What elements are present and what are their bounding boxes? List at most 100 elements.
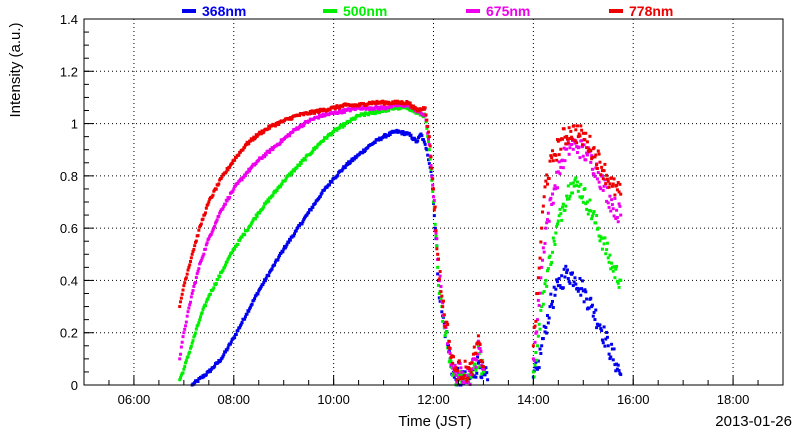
- data-marker: [434, 231, 438, 235]
- data-marker: [280, 182, 284, 186]
- data-marker: [225, 199, 229, 203]
- data-marker: [596, 171, 600, 175]
- data-marker: [585, 207, 589, 211]
- data-marker: [179, 296, 183, 300]
- data-marker: [607, 185, 611, 189]
- data-point: [448, 352, 452, 356]
- data-point: [531, 344, 535, 348]
- data-marker: [234, 333, 238, 337]
- data-marker: [474, 375, 478, 379]
- data-marker: [555, 158, 559, 162]
- data-marker: [590, 217, 594, 221]
- data-marker: [281, 179, 285, 183]
- data-marker: [470, 367, 474, 371]
- data-marker: [557, 160, 561, 164]
- data-marker: [595, 163, 599, 167]
- data-marker: [553, 184, 557, 188]
- ticks: 0 0.2 0.4 0.6 0.8 1 1.2 1.4 06:00 08:00 10:00 12:00…: [60, 12, 784, 407]
- data-point: [477, 359, 481, 363]
- data-marker: [450, 365, 454, 369]
- data-marker: [439, 284, 443, 288]
- data-marker: [551, 159, 555, 163]
- data-marker: [573, 178, 577, 182]
- data-point: [544, 278, 548, 282]
- data-marker: [247, 309, 251, 313]
- data-marker: [601, 236, 605, 240]
- data-marker: [615, 367, 619, 371]
- data-marker: [379, 138, 383, 142]
- data-marker: [320, 191, 324, 195]
- data-marker: [253, 136, 257, 140]
- data-marker: [183, 327, 187, 331]
- data-marker: [288, 173, 292, 177]
- data-marker: [406, 102, 410, 106]
- data-marker: [546, 321, 550, 325]
- data-marker: [446, 322, 450, 326]
- data-marker: [595, 214, 599, 218]
- data-marker: [474, 368, 478, 372]
- data-marker: [427, 158, 431, 162]
- data-marker: [280, 140, 284, 144]
- data-marker: [551, 306, 555, 310]
- data-marker: [550, 192, 554, 196]
- data-marker: [189, 300, 193, 304]
- data-marker: [600, 329, 604, 333]
- data-marker: [192, 382, 196, 386]
- data-marker: [194, 331, 198, 335]
- data-marker: [433, 222, 437, 226]
- data-marker: [350, 157, 354, 161]
- data-marker: [192, 335, 196, 339]
- data-marker: [284, 176, 288, 180]
- data-marker: [250, 164, 254, 168]
- data-marker: [562, 146, 566, 150]
- data-marker: [196, 323, 200, 327]
- data-marker: [606, 179, 610, 183]
- data-marker: [576, 289, 580, 293]
- data-marker: [605, 335, 609, 339]
- data-marker: [616, 220, 620, 224]
- data-marker: [466, 376, 470, 380]
- data-marker: [605, 186, 609, 190]
- data-marker: [550, 149, 554, 153]
- data-marker: [449, 356, 453, 360]
- data-marker: [566, 184, 570, 188]
- data-marker: [317, 109, 321, 113]
- data-marker: [253, 217, 257, 221]
- data-marker: [541, 246, 545, 250]
- data-marker: [214, 187, 218, 191]
- data-marker: [255, 214, 259, 218]
- data-marker: [427, 140, 431, 144]
- data-marker: [457, 359, 461, 363]
- data-point: [536, 367, 540, 371]
- data-marker: [278, 141, 282, 145]
- data-point: [232, 187, 236, 191]
- data-marker: [534, 319, 538, 323]
- data-marker: [584, 131, 588, 135]
- data-marker: [562, 127, 566, 131]
- data-marker: [240, 178, 244, 182]
- data-marker: [288, 134, 292, 138]
- data-marker: [615, 264, 619, 268]
- data-marker: [220, 175, 224, 179]
- data-marker: [595, 177, 599, 181]
- data-marker: [390, 102, 394, 106]
- data-marker: [288, 116, 292, 120]
- data-marker: [572, 184, 576, 188]
- data-marker: [409, 133, 413, 137]
- data-marker: [201, 307, 205, 311]
- data-marker: [356, 104, 360, 108]
- data-marker: [298, 114, 302, 118]
- data-marker: [549, 263, 553, 267]
- data-marker: [377, 111, 381, 115]
- data-marker: [408, 101, 412, 105]
- data-marker: [428, 166, 432, 170]
- data-marker: [470, 361, 474, 365]
- data-point: [552, 239, 556, 243]
- data-point: [531, 357, 535, 361]
- data-marker: [574, 176, 578, 180]
- data-marker: [340, 123, 344, 127]
- data-marker: [593, 174, 597, 178]
- data-marker: [340, 111, 344, 115]
- data-marker: [268, 196, 272, 200]
- data-marker: [306, 211, 310, 215]
